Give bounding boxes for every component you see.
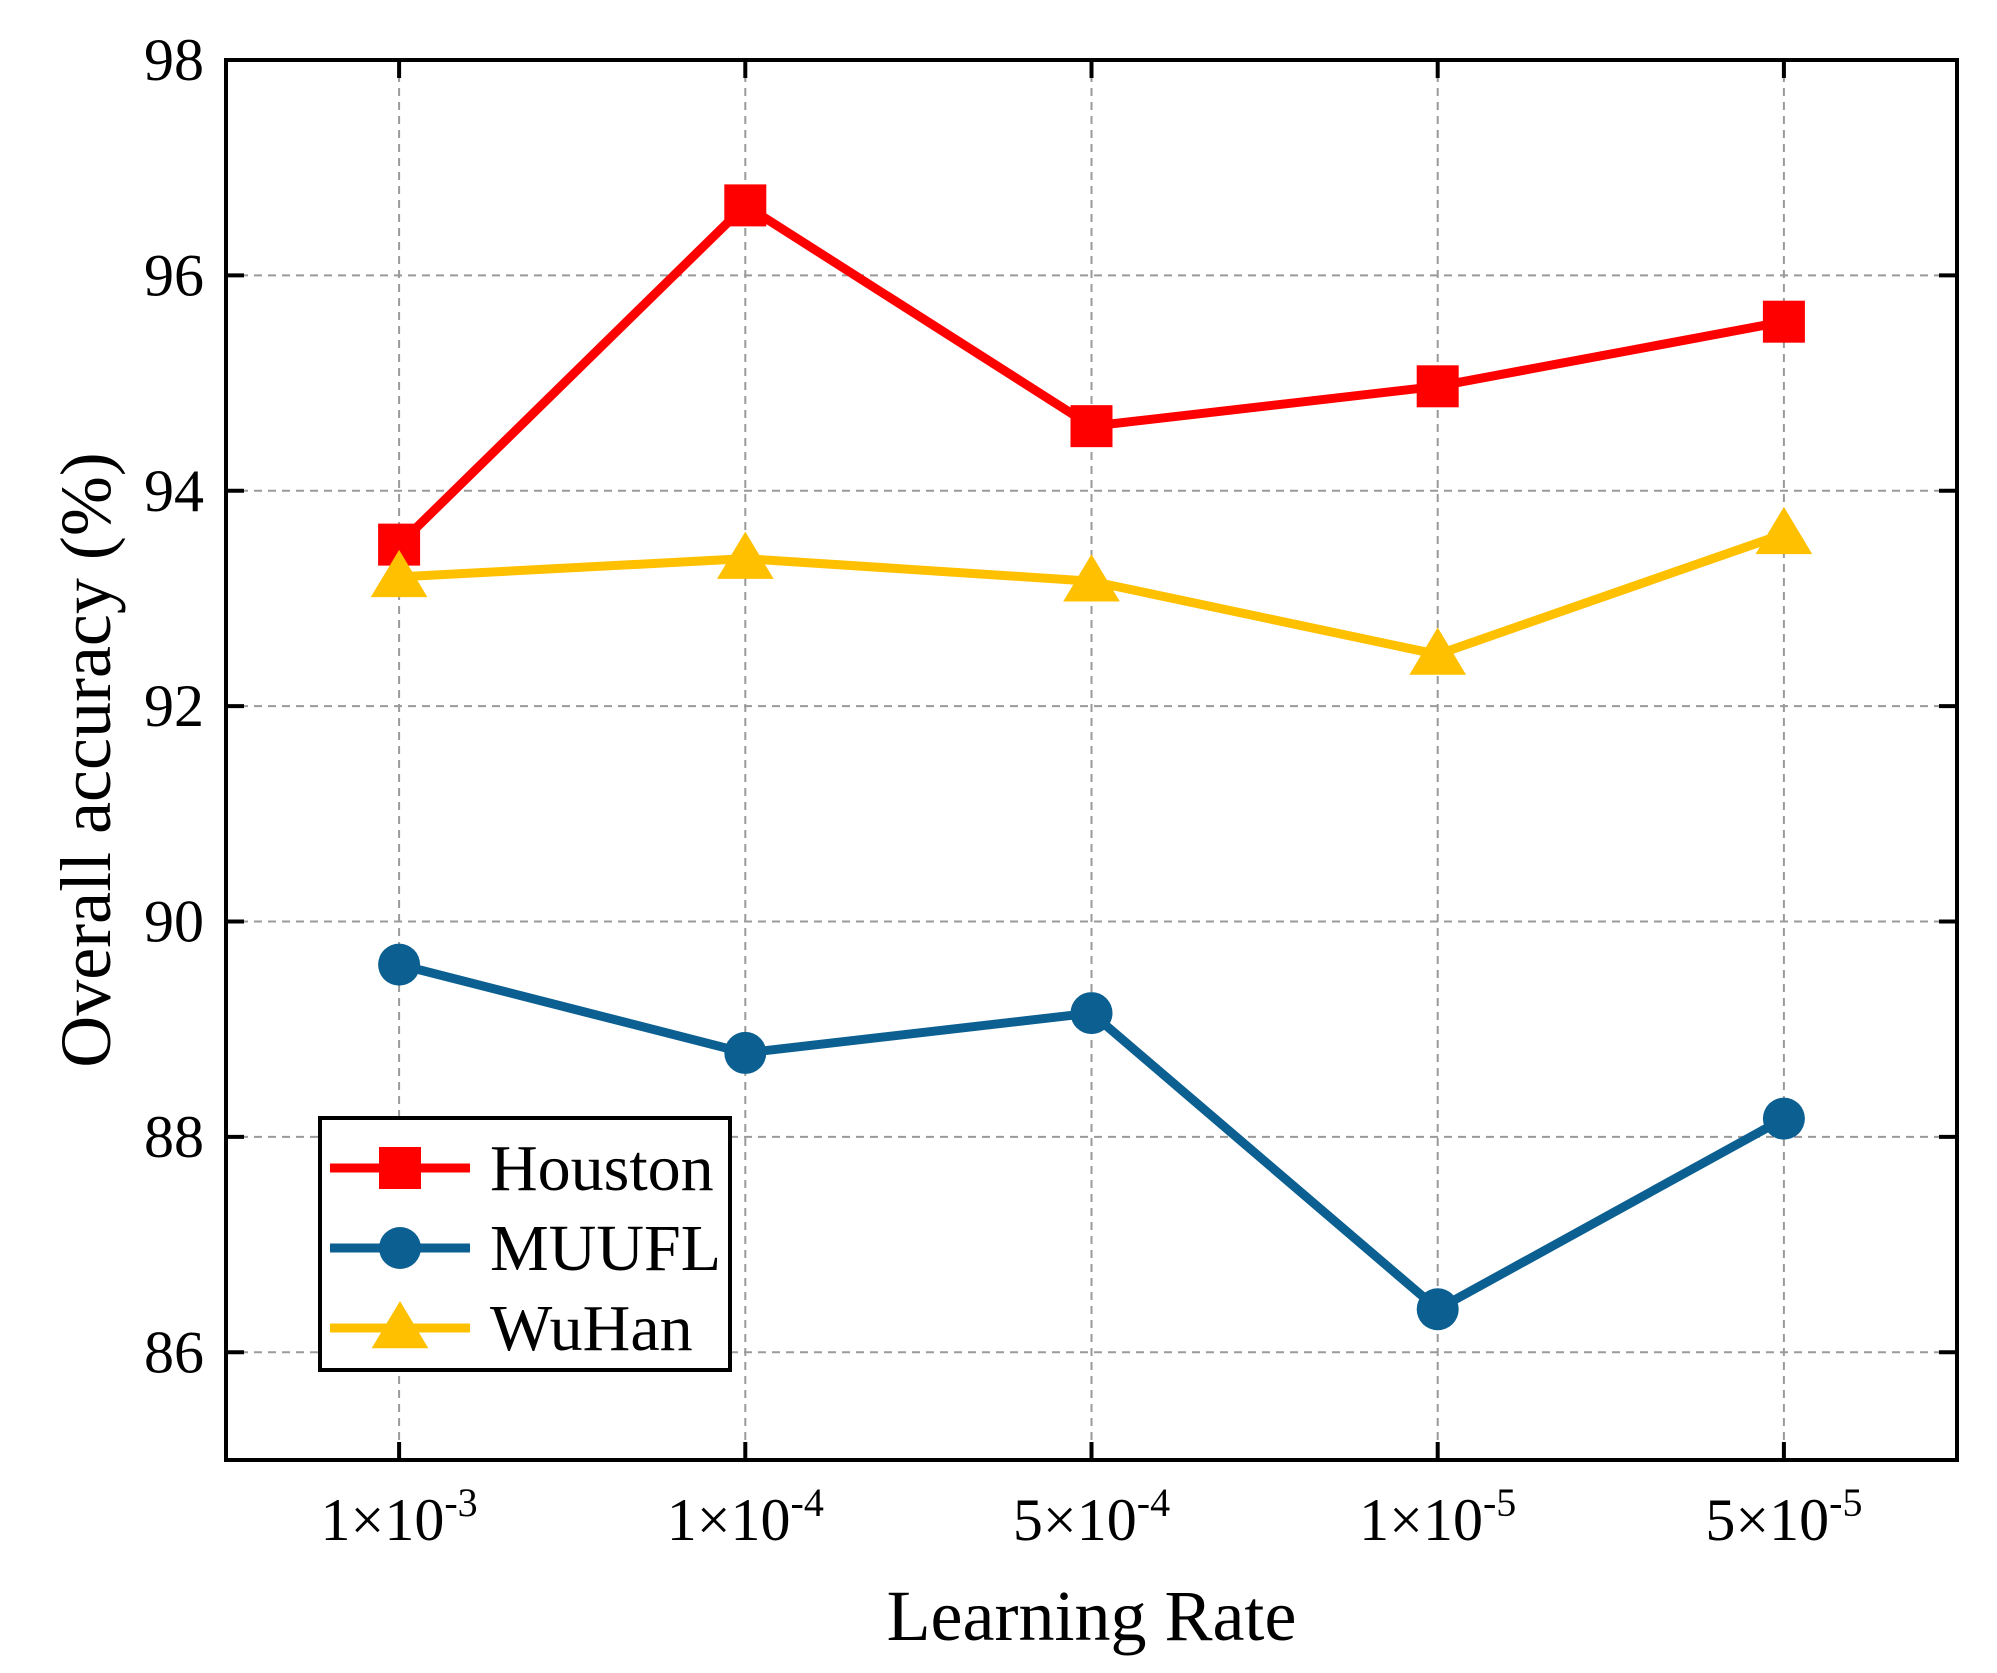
- legend-marker-houston: [379, 1147, 421, 1189]
- legend-marker-wuhan: [371, 1301, 429, 1349]
- y-tick-label-88: 88: [144, 1104, 204, 1170]
- data-point-muufl-0: [378, 943, 421, 986]
- x-tick-label-4: 5×10-5: [1705, 1480, 1862, 1553]
- y-tick-label-92: 92: [144, 673, 204, 739]
- data-point-wuhan-0: [370, 549, 428, 598]
- data-point-wuhan-3: [1409, 627, 1467, 675]
- data-point-muufl-2: [1070, 992, 1113, 1035]
- y-tick-label-90: 90: [144, 889, 204, 955]
- data-point-houston-1: [724, 184, 767, 227]
- data-point-wuhan-4: [1755, 506, 1813, 555]
- x-tick-label-2: 5×10-4: [1013, 1480, 1170, 1553]
- series-houston: [378, 184, 1805, 566]
- x-tick-label-0: 1×10-3: [321, 1480, 478, 1553]
- data-point-houston-4: [1762, 300, 1805, 343]
- data-point-wuhan-2: [1063, 554, 1120, 602]
- x-tick-label-3: 1×10-5: [1359, 1480, 1516, 1553]
- y-tick-label-98: 98: [144, 27, 204, 93]
- y-tick-label-86: 86: [144, 1319, 204, 1385]
- data-point-houston-2: [1070, 405, 1113, 448]
- legend-label-houston: Houston: [490, 1132, 714, 1205]
- tick-layer: 86 88 90 92 94 96 98 1×10-3 1×10-4 5×10-4 1×10-5 5×…: [144, 27, 1957, 1553]
- data-point-muufl-4: [1762, 1097, 1805, 1140]
- legend-label-wuhan: WuHan: [490, 1292, 693, 1365]
- data-point-houston-3: [1416, 365, 1459, 408]
- series-wuhan: [370, 506, 1813, 675]
- data-point-muufl-1: [724, 1031, 767, 1074]
- y-tick-label-96: 96: [144, 242, 204, 308]
- grid-layer: [226, 60, 1957, 1460]
- data-point-wuhan-1: [716, 531, 774, 579]
- y-axis-label: Overall accuracy (%): [46, 452, 126, 1068]
- series-layer: [370, 184, 1813, 1331]
- x-tick-label-1: 1×10-4: [667, 1480, 824, 1553]
- data-point-muufl-3: [1416, 1288, 1459, 1331]
- legend-marker-muufl: [379, 1227, 421, 1269]
- legend-label-muufl: MUUFL: [490, 1212, 721, 1285]
- series-muufl: [378, 943, 1805, 1331]
- y-tick-label-94: 94: [144, 458, 204, 524]
- x-axis-label: Learning Rate: [887, 1576, 1297, 1656]
